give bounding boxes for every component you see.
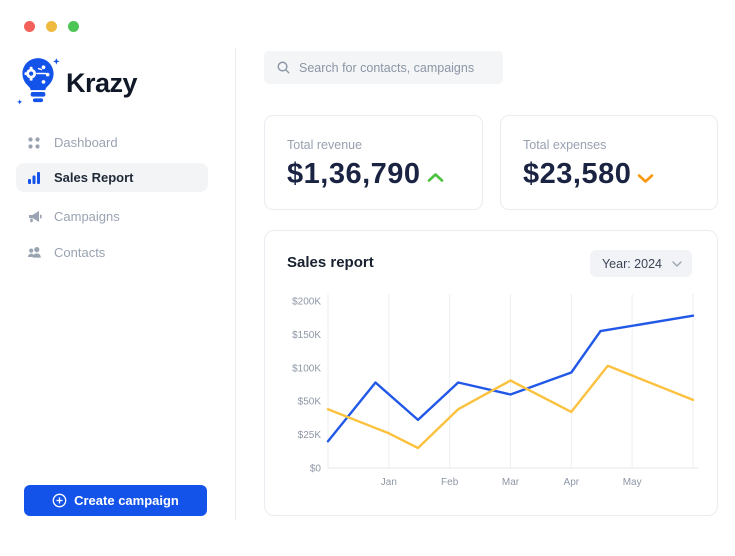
- x-tick-label: May: [623, 477, 642, 488]
- minimize-window-button[interactable]: [46, 21, 57, 32]
- y-tick-label: $150K: [292, 330, 321, 341]
- series-line-yellow: [326, 364, 695, 450]
- chevron-down-icon: [672, 260, 682, 267]
- y-tick-label: $50K: [298, 397, 322, 408]
- total-expenses-card: Total expenses $23,580: [500, 115, 718, 210]
- year-filter-value: Year: 2024: [601, 256, 662, 271]
- y-tick-label: $200K: [292, 297, 321, 308]
- stat-value: $23,580: [523, 158, 632, 190]
- sidebar-divider: [235, 48, 236, 520]
- search-input[interactable]: [299, 60, 491, 75]
- search-bar: [264, 51, 503, 84]
- sidebar-item-campaigns[interactable]: Campaigns: [16, 202, 208, 231]
- sidebar-item-contacts[interactable]: Contacts: [16, 238, 208, 267]
- brand-logo: Krazy: [16, 54, 138, 113]
- year-filter-dropdown[interactable]: Year: 2024: [589, 250, 692, 277]
- brand-name: Krazy: [66, 68, 138, 98]
- lightbulb-circuit-icon: [16, 54, 60, 113]
- plus-circle-icon: [52, 493, 67, 508]
- x-tick-label: Feb: [441, 477, 459, 488]
- sidebar-item-label: Dashboard: [54, 135, 118, 150]
- megaphone-icon: [26, 209, 42, 225]
- sales-report-card: Sales report Year: 2024 $0 $25K $50K $100K $…: [264, 230, 718, 516]
- grid-dots-icon: [26, 135, 42, 151]
- close-window-button[interactable]: [24, 21, 35, 32]
- sidebar-item-label: Contacts: [54, 245, 106, 260]
- people-icon: [26, 245, 42, 261]
- sales-chart-svg: $0 $25K $50K $100K $150K $200K Jan Feb Mar Apr May: [292, 294, 698, 488]
- x-tick-label: Apr: [564, 477, 580, 488]
- search-icon: [276, 60, 291, 75]
- window-controls: [24, 21, 79, 32]
- x-tick-label: Jan: [381, 477, 397, 488]
- x-tick-label: Mar: [502, 477, 520, 488]
- total-revenue-card: Total revenue $1,36,790: [264, 115, 483, 210]
- chart-title: Sales report: [287, 254, 374, 271]
- y-tick-label: $0: [310, 464, 322, 475]
- y-tick-label: $100K: [292, 363, 321, 374]
- trend-up-icon: [427, 172, 444, 183]
- stat-label: Total expenses: [523, 138, 607, 152]
- y-tick-label: $25K: [298, 430, 322, 441]
- bar-chart-icon: [26, 170, 42, 186]
- sidebar-item-label: Sales Report: [54, 170, 134, 185]
- create-campaign-label: Create campaign: [74, 493, 179, 508]
- sidebar-item-dashboard[interactable]: Dashboard: [16, 128, 208, 157]
- sidebar-item-sales-report[interactable]: Sales Report: [16, 163, 208, 192]
- trend-down-icon: [637, 173, 654, 184]
- zoom-window-button[interactable]: [68, 21, 79, 32]
- series-line-blue: [326, 314, 695, 443]
- create-campaign-button[interactable]: Create campaign: [24, 485, 207, 516]
- stat-label: Total revenue: [287, 138, 363, 152]
- sidebar-item-label: Campaigns: [54, 209, 120, 224]
- stat-value: $1,36,790: [287, 158, 421, 190]
